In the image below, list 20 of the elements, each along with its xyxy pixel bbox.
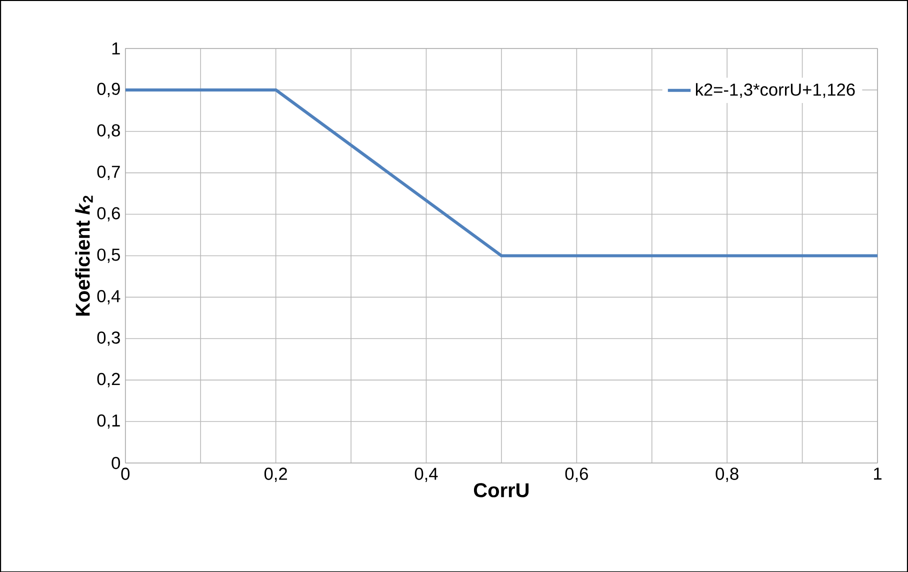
x-axis-title: CorrU bbox=[474, 482, 529, 498]
y-tick-label: 0,2 bbox=[97, 372, 120, 388]
x-tick-label: 0,4 bbox=[414, 467, 438, 482]
y-tick-label: 0,4 bbox=[97, 290, 120, 304]
y-tick-label: 0,7 bbox=[97, 165, 120, 180]
y-tick-label: 0,1 bbox=[97, 414, 120, 428]
y-tick-label: 0,8 bbox=[97, 124, 120, 138]
x-tick-label: 1 bbox=[874, 468, 882, 480]
x-tick-label: 0,8 bbox=[716, 467, 738, 482]
y-axis-title: Koeficient k$_{2}$ bbox=[75, 196, 93, 316]
legend-label: k2=-1,3*corrU+1,126 bbox=[696, 82, 855, 98]
y-tick-label: 0,6 bbox=[97, 206, 120, 222]
y-tick-label: 0 bbox=[112, 456, 120, 469]
x-tick-label: 0 bbox=[121, 467, 130, 480]
x-tick-label: 0,2 bbox=[264, 467, 287, 482]
y-tick-label: 1 bbox=[112, 42, 120, 54]
y-tick-label: 0,5 bbox=[97, 248, 120, 263]
y-tick-label: 0,3 bbox=[97, 331, 120, 346]
x-tick-label: 0,6 bbox=[565, 467, 588, 482]
y-tick-label: 0,9 bbox=[97, 82, 120, 97]
